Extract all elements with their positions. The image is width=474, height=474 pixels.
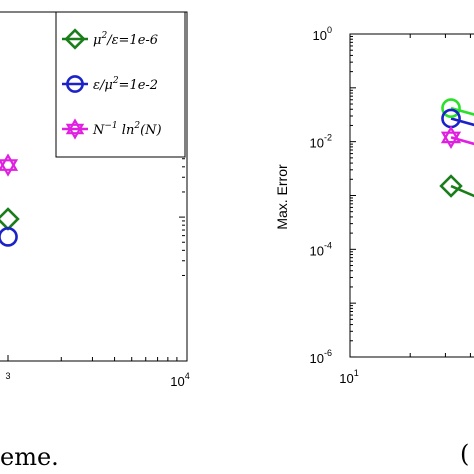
left-x-tick-label-1000: 3 bbox=[5, 371, 10, 381]
left-x-tick-labels: 3 104 bbox=[5, 371, 189, 389]
right-series-line-diamond bbox=[450, 184, 474, 198]
legend-label: μ2/ε=1e-6 bbox=[93, 31, 158, 48]
legend-label: ε/μ2=1e-2 bbox=[93, 76, 158, 93]
left-caption: eme. bbox=[0, 443, 59, 471]
right-y-axis-label: Max. Error bbox=[274, 164, 290, 230]
right-data-marks bbox=[439, 98, 474, 198]
left-data-marks bbox=[0, 153, 20, 247]
left-data-point-circle bbox=[0, 227, 18, 247]
legend-marker-hexagram bbox=[65, 118, 85, 140]
right-y-tick-labels: 100 10-2 10-4 10-6 bbox=[310, 25, 332, 366]
left-data-point-diamond bbox=[0, 207, 20, 231]
right-data-point-diamond bbox=[439, 174, 463, 198]
right-data-point-hexagram bbox=[440, 125, 462, 149]
left-x-tick-label-10000: 104 bbox=[170, 371, 189, 389]
legend-entries: μ2/ε=1e-6 ε/μ2=1e-2 N−1 ln2(N) bbox=[62, 28, 162, 140]
left-chart-panel: 3 104 μ2/ε=1e-6 ε/μ2=1e-2 N−1 ln2(N) eme. bbox=[0, 11, 190, 471]
right-x-tick-label-10: 101 bbox=[339, 368, 358, 386]
left-data-point-hexagram bbox=[0, 153, 19, 177]
right-chart-panel: 100 10-2 10-4 10-6 101 Max. Error ( bbox=[274, 25, 474, 468]
legend: μ2/ε=1e-6 ε/μ2=1e-2 N−1 ln2(N) bbox=[55, 11, 186, 158]
right-axis-ticks bbox=[350, 33, 471, 358]
right-plot-frame bbox=[349, 33, 474, 358]
right-y-tick-label: 10-2 bbox=[310, 133, 332, 151]
right-data-point-circle bbox=[441, 98, 461, 118]
right-caption: ( bbox=[460, 440, 469, 468]
right-series-line-hexagram bbox=[450, 136, 474, 146]
right-y-tick-label: 10-4 bbox=[310, 240, 332, 258]
legend-marker-diamond bbox=[64, 28, 86, 50]
right-y-tick-label: 10-6 bbox=[310, 348, 332, 366]
legend-marker-circle bbox=[66, 75, 84, 93]
right-y-tick-label: 100 bbox=[313, 25, 332, 43]
legend-label: N−1 ln2(N) bbox=[92, 121, 162, 138]
right-x-tick-labels: 101 bbox=[339, 368, 358, 386]
